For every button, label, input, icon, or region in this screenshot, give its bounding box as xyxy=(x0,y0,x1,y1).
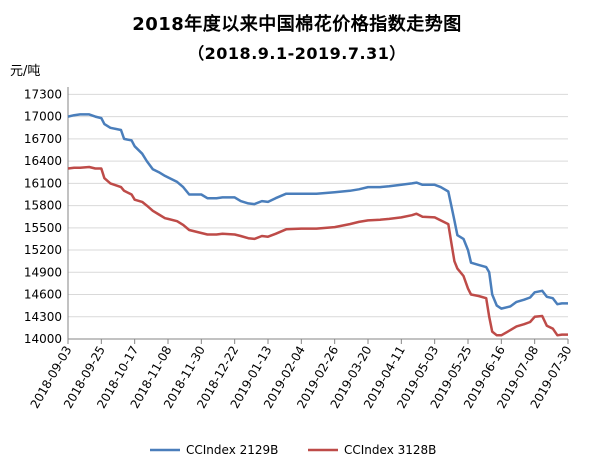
chart-subtitle: （2018.9.1-2019.7.31） xyxy=(188,44,406,63)
x-tick-labels: 2018-09-032018-09-252018-10-172018-11-08… xyxy=(28,344,575,411)
y-tick-label: 15800 xyxy=(24,199,62,213)
series-line-2 xyxy=(67,165,568,337)
y-tick-label: 16400 xyxy=(24,154,62,168)
y-tick-label: 14300 xyxy=(24,310,62,324)
y-tick-label: 14900 xyxy=(24,265,62,279)
y-tick-label: 17300 xyxy=(24,87,62,101)
y-tick-labels: 14000 14300 14600 14900 15200 15500 15800 16100… xyxy=(24,87,62,346)
y-tick-label: 16700 xyxy=(24,132,62,146)
series-lines xyxy=(67,113,568,337)
y-tick-label: 15200 xyxy=(24,243,62,257)
chart-title: 2018年度以来中国棉花价格指数走势图 xyxy=(132,14,462,35)
y-tick-label: 17000 xyxy=(24,110,62,124)
y-tick-label: 14000 xyxy=(24,332,62,346)
y-tick-label: 15500 xyxy=(24,221,62,235)
y-axis-unit-label: 元/吨 xyxy=(10,64,41,79)
legend: CCIndex 2129B CCIndex 3128B xyxy=(150,443,436,457)
gridlines xyxy=(68,93,568,318)
legend-label: CCIndex 3128B xyxy=(344,443,436,457)
y-tick-label: 14600 xyxy=(24,288,62,302)
y-tick-label: 16100 xyxy=(24,176,62,190)
legend-label: CCIndex 2129B xyxy=(186,443,278,457)
series-line-1 xyxy=(67,113,568,310)
axes xyxy=(67,87,569,344)
